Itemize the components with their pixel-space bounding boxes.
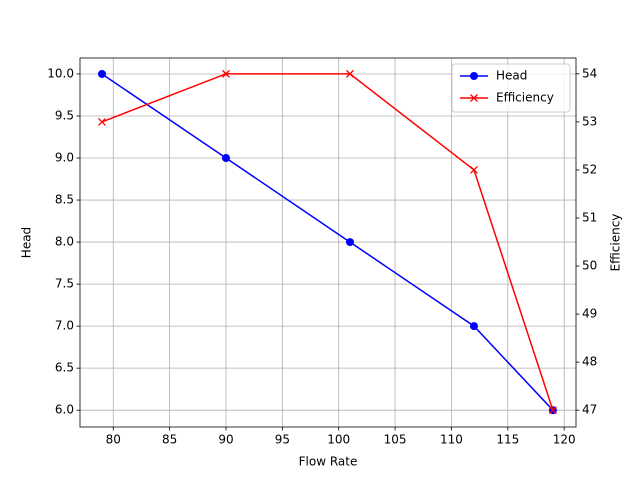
data-point [470, 165, 478, 174]
data-point [345, 238, 354, 247]
data-point [548, 406, 557, 415]
y-axis-label: Head [20, 227, 34, 258]
y-tick-label: 8.0 [55, 235, 74, 249]
x-tick-label: 80 [106, 433, 121, 447]
data-point [221, 154, 230, 163]
data-point [97, 69, 106, 78]
x-tick-label: 105 [384, 433, 407, 447]
y2-tick-label: 53 [582, 114, 597, 128]
y2-tick-label: 47 [582, 403, 597, 417]
data-point [469, 322, 478, 331]
y-tick-label: 7.0 [55, 319, 74, 333]
y-tick-label: 10.0 [47, 66, 74, 80]
x-tick-label: 110 [440, 433, 463, 447]
plot-frame [79, 57, 577, 428]
data-point [98, 117, 106, 126]
y-tick-label: 9.0 [55, 151, 74, 165]
x-tick-label: 115 [496, 433, 519, 447]
y2-tick-label: 52 [582, 162, 597, 176]
y-tick-label: 7.5 [55, 277, 74, 291]
x-tick-label: 85 [162, 433, 177, 447]
x-axis-label: Flow Rate [299, 455, 358, 469]
y2-tick-label: 49 [582, 307, 597, 321]
y2-tick-label: 54 [582, 66, 597, 80]
x-tick-label: 120 [553, 433, 576, 447]
y-tick-label: 9.5 [55, 108, 74, 122]
y-tick-label: 6.0 [55, 403, 74, 417]
data-point [346, 69, 354, 78]
legend-marker [470, 94, 478, 102]
y2-axis-label: Efficiency [609, 214, 623, 272]
x-tick-label: 90 [218, 433, 233, 447]
legend-label: Head [496, 69, 527, 83]
x-tick-label: 95 [275, 433, 290, 447]
x-tick-label: 100 [327, 433, 350, 447]
y-tick-label: 8.5 [55, 193, 74, 207]
legend-label: Efficiency [496, 91, 554, 105]
data-point [222, 69, 230, 78]
legend-marker [470, 72, 478, 80]
y2-tick-label: 48 [582, 355, 597, 369]
y2-tick-label: 50 [582, 259, 597, 273]
y-tick-label: 6.5 [55, 361, 74, 375]
y2-tick-label: 51 [582, 210, 597, 224]
